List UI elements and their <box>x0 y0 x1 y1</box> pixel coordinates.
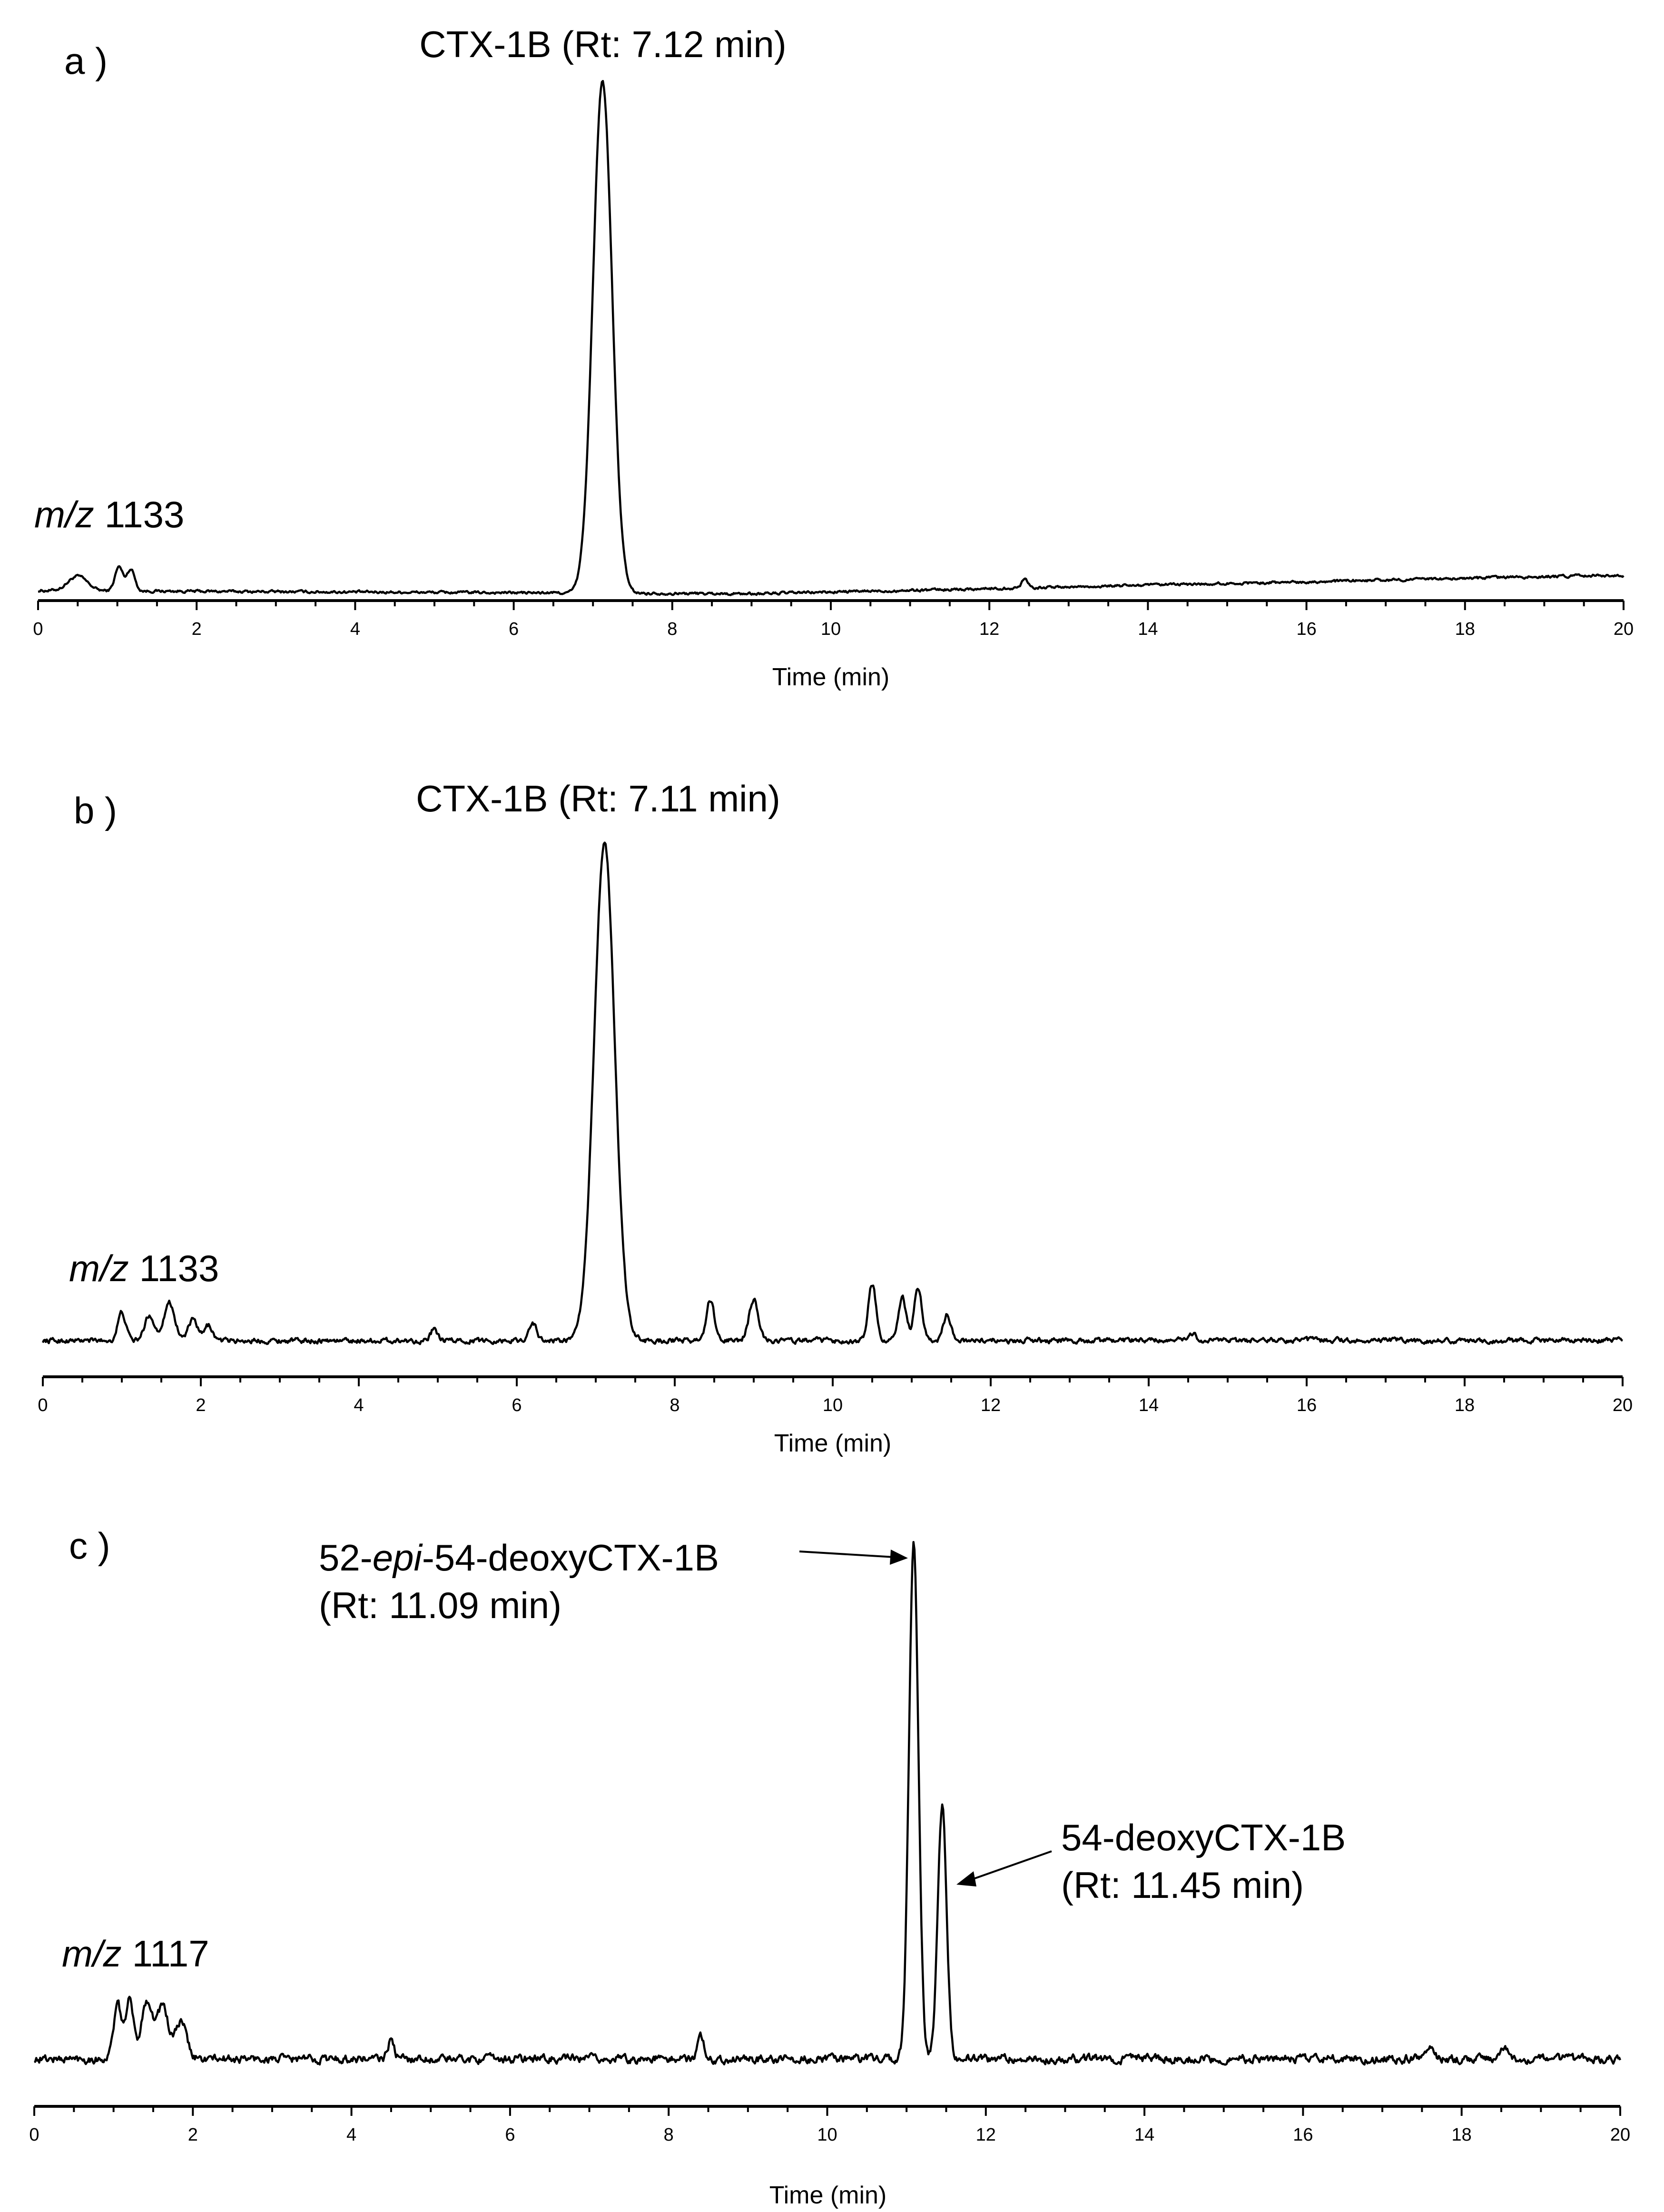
panel-b-trace <box>41 841 1623 1345</box>
x-tick-label: 18 <box>1455 619 1475 639</box>
x-tick-label: 2 <box>196 1395 206 1415</box>
panel-b: b ) m/z 1133 CTX-1B (Rt: 7.11 min) 0 2 4 6 8 1… <box>38 778 1633 1457</box>
x-tick-label: 16 <box>1293 2125 1313 2145</box>
panel-c-peak-label-deoxy: 54-deoxyCTX-1B <box>1061 1817 1346 1858</box>
x-tick-label: 4 <box>346 2125 356 2145</box>
panel-c-epi-italic: epi <box>373 1537 423 1579</box>
panel-b-peak-label-ctx1b: CTX-1B (Rt: 7.11 min) <box>416 778 780 820</box>
panel-b-x-ticks: 0 2 4 6 8 10 12 14 16 18 20 <box>38 1377 1633 1415</box>
x-tick-label: 12 <box>979 619 999 639</box>
x-tick-label: 8 <box>670 1395 679 1415</box>
x-tick-label: 0 <box>29 2125 39 2145</box>
panel-c-peak-label-epi-rt: (Rt: 11.09 min) <box>319 1584 561 1626</box>
panel-c-peak-label-epi: 52-epi-54-deoxyCTX-1B <box>319 1537 719 1579</box>
panel-a-x-ticks: 0 2 4 6 8 10 12 14 16 18 20 <box>33 601 1634 639</box>
x-tick-label: 20 <box>1613 1395 1633 1415</box>
panel-c-x-ticks: 0 2 4 6 8 10 12 14 16 18 20 <box>29 2106 1630 2145</box>
x-tick-label: 16 <box>1296 619 1316 639</box>
x-tick-label: 18 <box>1455 1395 1475 1415</box>
x-tick-label: 6 <box>509 619 519 639</box>
panel-c-epi-prefix: 52- <box>319 1537 373 1579</box>
panel-b-ion-prefix: m/z <box>69 1247 129 1289</box>
x-tick-label: 20 <box>1614 619 1634 639</box>
panel-b-ion-value: 1133 <box>139 1247 219 1289</box>
panel-a-trace <box>38 79 1625 596</box>
panel-a: a ) m/z 1133 CTX-1B (Rt: 7.12 min) 0 2 4 6 8 1… <box>33 23 1634 691</box>
panel-a-ion-value: 1133 <box>105 494 185 535</box>
panel-c: c ) m/z 1117 52-epi-54-deoxyCTX-1B (Rt: 1… <box>29 1525 1630 2209</box>
panel-a-ion-prefix: m/z <box>34 494 94 535</box>
x-tick-label: 12 <box>976 2125 996 2145</box>
panel-b-label: b ) <box>74 790 117 831</box>
x-tick-label: 0 <box>38 1395 48 1415</box>
x-tick-label: 6 <box>505 2125 515 2145</box>
panel-c-peak-label-deoxy-rt: (Rt: 11.45 min) <box>1061 1864 1304 1906</box>
panel-c-arrow-deoxy <box>970 1850 1052 1881</box>
panel-c-arrowhead-epi <box>890 1550 908 1565</box>
panel-c-arrowhead-deoxy <box>956 1871 976 1886</box>
x-tick-label: 16 <box>1297 1395 1317 1415</box>
panel-b-x-axis-title: Time (min) <box>774 1430 892 1457</box>
x-tick-label: 2 <box>192 619 202 639</box>
panel-c-epi-suffix: -54-deoxyCTX-1B <box>422 1537 719 1579</box>
x-tick-label: 14 <box>1139 1395 1159 1415</box>
panel-c-arrow-epi <box>799 1550 895 1558</box>
panel-a-label: a ) <box>64 40 108 82</box>
panel-c-ion-prefix: m/z <box>62 1933 122 1975</box>
x-tick-label: 20 <box>1610 2125 1630 2145</box>
x-tick-label: 4 <box>354 1395 364 1415</box>
x-tick-label: 14 <box>1134 2125 1154 2145</box>
panel-a-peak-label-ctx1b: CTX-1B (Rt: 7.12 min) <box>419 23 787 65</box>
panel-a-x-axis-title: Time (min) <box>772 663 890 691</box>
x-tick-label: 10 <box>817 2125 837 2145</box>
panel-c-ion-label: m/z 1117 <box>62 1933 209 1975</box>
panel-b-ion-label: m/z 1133 <box>69 1247 219 1289</box>
panel-c-trace <box>34 1540 1622 2066</box>
panel-a-ion-label: m/z 1133 <box>34 494 184 535</box>
panel-c-label: c ) <box>69 1525 110 1567</box>
x-tick-label: 10 <box>823 1395 843 1415</box>
x-tick-label: 18 <box>1452 2125 1472 2145</box>
panel-c-ion-value: 1117 <box>132 1933 209 1975</box>
x-tick-label: 6 <box>512 1395 522 1415</box>
x-tick-label: 8 <box>667 619 677 639</box>
x-tick-label: 14 <box>1138 619 1158 639</box>
x-tick-label: 0 <box>33 619 43 639</box>
x-tick-label: 2 <box>188 2125 198 2145</box>
x-tick-label: 4 <box>350 619 360 639</box>
x-tick-label: 10 <box>821 619 841 639</box>
panel-c-x-axis-title: Time (min) <box>769 2182 887 2209</box>
x-tick-label: 12 <box>981 1395 1001 1415</box>
x-tick-label: 8 <box>664 2125 674 2145</box>
